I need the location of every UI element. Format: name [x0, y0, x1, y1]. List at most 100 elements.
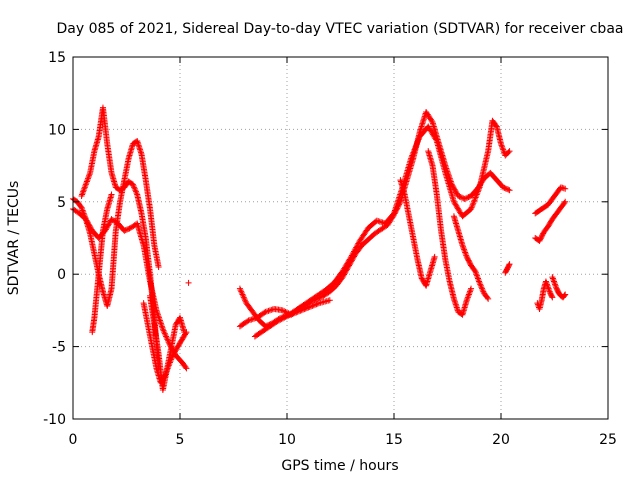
data-point [500, 184, 507, 191]
data-point [561, 199, 568, 206]
data-point [306, 303, 313, 310]
data-point [459, 194, 466, 201]
data-point [86, 222, 93, 229]
data-point [546, 288, 553, 295]
y-tick-label: 15 [48, 50, 66, 66]
data-point [126, 225, 133, 232]
axis-ticks [72, 56, 609, 420]
data-point [132, 187, 139, 194]
data-point [274, 318, 281, 325]
data-point [449, 182, 456, 189]
data-point [470, 198, 477, 205]
data-point [310, 297, 317, 304]
data-point [242, 297, 249, 304]
data-point [561, 292, 568, 299]
data-point [485, 295, 492, 302]
data-point [473, 193, 480, 200]
data-point [468, 206, 475, 213]
data-point [293, 309, 300, 316]
data-point [546, 287, 553, 294]
data-point [471, 197, 478, 204]
data-point [543, 279, 550, 286]
data-point [163, 333, 170, 340]
data-point [312, 301, 319, 308]
data-point [350, 254, 357, 261]
data-point [281, 314, 288, 321]
series-track-8 [236, 117, 513, 330]
data-point [277, 316, 284, 323]
data-point [452, 187, 459, 194]
data-point [500, 146, 507, 153]
y-tick-label: -10 [43, 412, 66, 428]
data-point [466, 288, 473, 295]
data-point [464, 194, 471, 201]
data-point [131, 184, 138, 191]
x-tick-label: 10 [278, 432, 296, 448]
data-point [500, 148, 507, 155]
data-point [394, 204, 401, 211]
data-point [182, 364, 189, 371]
x-tick-label: 0 [69, 432, 78, 448]
data-point [183, 365, 190, 372]
series-track-10 [251, 297, 333, 340]
data-point [82, 181, 89, 188]
data-point [464, 295, 471, 302]
data-point [83, 179, 90, 186]
series-track-2 [70, 206, 190, 372]
data-point [341, 270, 348, 277]
data-point [130, 182, 137, 189]
data-point [562, 198, 569, 205]
data-point [281, 308, 288, 315]
y-tick-label: 5 [57, 195, 66, 211]
data-point [477, 281, 484, 288]
data-point [502, 185, 509, 192]
series-track-17 [532, 184, 569, 217]
data-point [475, 276, 482, 283]
data-point [479, 285, 486, 292]
data-point [550, 276, 557, 283]
data-point [155, 263, 162, 270]
x-tick-label: 20 [492, 432, 510, 448]
data-point [160, 327, 167, 334]
data-point [297, 307, 304, 314]
data-point [84, 175, 91, 182]
data-point [463, 252, 470, 259]
data-point [81, 185, 88, 192]
data-point [459, 242, 466, 249]
data-point [484, 294, 491, 301]
data-point [347, 259, 354, 266]
data-point [392, 207, 399, 214]
data-point [392, 209, 399, 216]
data-point [349, 256, 356, 263]
series-track-9 [236, 109, 513, 330]
data-point [393, 206, 400, 213]
data-point [499, 143, 506, 150]
data-point [451, 186, 458, 193]
data-point [461, 195, 468, 202]
data-point [310, 302, 317, 309]
data-point [288, 311, 295, 318]
data-point [86, 172, 93, 179]
data-point [551, 279, 558, 286]
data-point [542, 278, 549, 285]
data-point [131, 185, 138, 192]
data-point [545, 285, 552, 292]
data-point [474, 274, 481, 281]
data-point [87, 225, 94, 232]
data-point [552, 282, 559, 289]
data-point [87, 223, 94, 230]
data-point [355, 240, 362, 247]
series-track-16 [532, 198, 569, 244]
data-point [315, 295, 322, 302]
series-track-4 [89, 191, 115, 336]
data-point [307, 298, 314, 305]
data-point [275, 317, 282, 324]
data-point [83, 178, 90, 185]
data-point [132, 188, 139, 195]
data-point [343, 266, 350, 273]
data-point [238, 288, 245, 295]
series-track-6 [147, 292, 188, 394]
data-point [428, 117, 435, 124]
data-point [346, 261, 353, 268]
data-point [472, 195, 479, 202]
